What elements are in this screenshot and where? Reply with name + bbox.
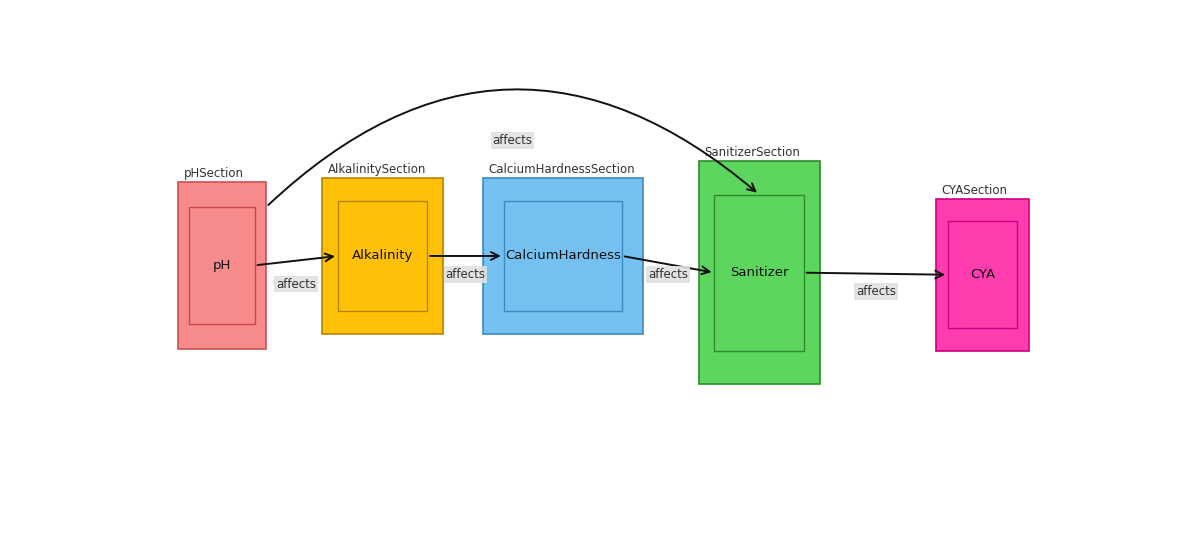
Text: affects: affects: [493, 134, 533, 147]
Text: affects: affects: [856, 285, 896, 298]
FancyBboxPatch shape: [178, 182, 266, 349]
Text: affects: affects: [276, 278, 317, 291]
Text: affects: affects: [648, 268, 689, 281]
Text: CalciumHardness: CalciumHardness: [505, 249, 620, 262]
FancyBboxPatch shape: [337, 201, 427, 311]
FancyBboxPatch shape: [936, 198, 1028, 351]
FancyArrowPatch shape: [269, 89, 755, 205]
FancyBboxPatch shape: [482, 178, 643, 334]
FancyBboxPatch shape: [322, 178, 443, 334]
FancyBboxPatch shape: [948, 222, 1016, 328]
FancyBboxPatch shape: [698, 161, 820, 384]
Text: Sanitizer: Sanitizer: [730, 266, 788, 279]
FancyBboxPatch shape: [714, 195, 804, 351]
FancyBboxPatch shape: [190, 207, 254, 324]
FancyArrowPatch shape: [430, 252, 499, 260]
FancyArrowPatch shape: [806, 270, 943, 279]
Text: AlkalinitySection: AlkalinitySection: [328, 163, 426, 176]
FancyBboxPatch shape: [504, 201, 622, 311]
FancyArrowPatch shape: [625, 256, 709, 274]
Text: Alkalinity: Alkalinity: [352, 249, 413, 262]
Text: CalciumHardnessSection: CalciumHardnessSection: [488, 163, 635, 176]
FancyArrowPatch shape: [258, 254, 332, 265]
Text: pHSection: pHSection: [184, 167, 244, 180]
Text: affects: affects: [445, 268, 486, 281]
Text: SanitizerSection: SanitizerSection: [704, 146, 800, 159]
Text: CYASection: CYASection: [942, 184, 1008, 197]
Text: CYA: CYA: [970, 268, 995, 281]
Text: pH: pH: [212, 259, 232, 272]
